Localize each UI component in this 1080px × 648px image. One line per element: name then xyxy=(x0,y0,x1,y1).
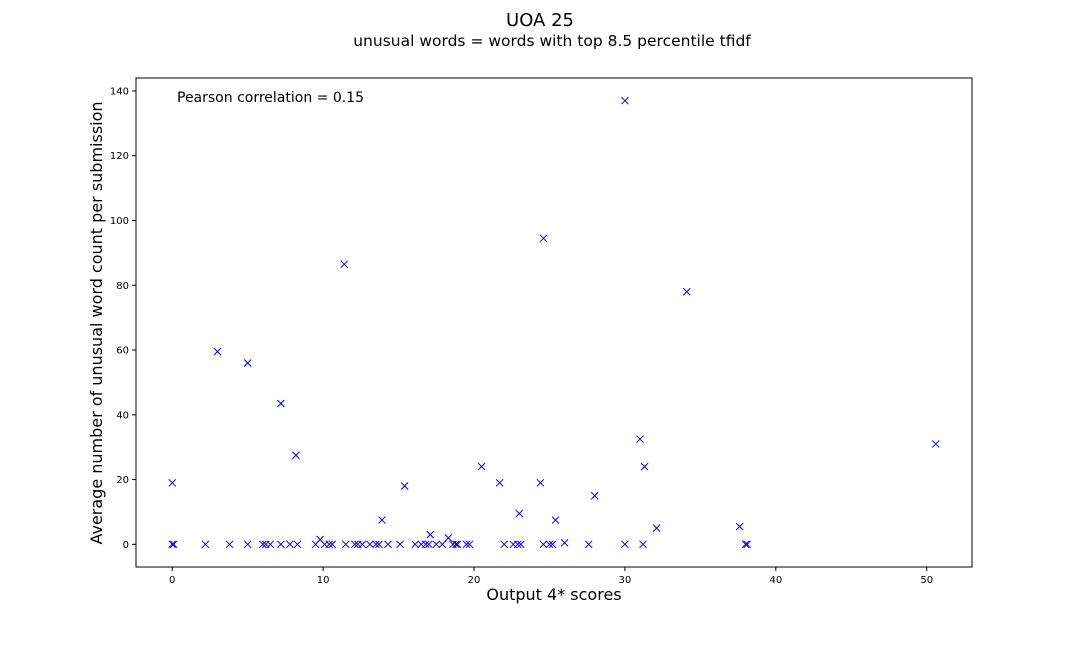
data-point xyxy=(636,435,644,443)
data-point xyxy=(341,540,350,549)
data-point xyxy=(168,478,177,487)
data-point xyxy=(266,540,275,549)
data-point xyxy=(328,540,337,549)
data-point xyxy=(292,451,300,460)
data-point xyxy=(931,440,940,448)
points-layer xyxy=(168,96,940,549)
data-point xyxy=(358,540,367,549)
data-point xyxy=(325,540,334,549)
data-point xyxy=(426,530,435,539)
data-point xyxy=(350,540,359,549)
y-axis-label: Average number of unusual word count per… xyxy=(87,101,106,544)
chart-title: UOA 25 xyxy=(506,10,574,31)
data-point xyxy=(452,540,460,549)
data-point xyxy=(168,540,177,549)
data-point xyxy=(495,478,504,487)
data-point xyxy=(536,478,545,487)
data-point xyxy=(258,540,267,549)
y-tick-label: 140 xyxy=(110,86,129,97)
data-point xyxy=(396,540,404,549)
data-point xyxy=(411,540,420,549)
data-point xyxy=(639,540,647,549)
data-point xyxy=(169,540,178,549)
y-tick-label: 100 xyxy=(110,216,129,227)
data-point xyxy=(551,516,560,524)
data-point xyxy=(384,540,392,549)
data-point xyxy=(621,540,629,549)
data-point xyxy=(293,540,302,549)
data-point xyxy=(735,522,744,531)
data-point xyxy=(421,540,430,549)
data-point xyxy=(277,540,285,549)
x-axis-label: Output 4* scores xyxy=(486,585,621,604)
data-point xyxy=(539,540,548,549)
data-point xyxy=(516,540,525,549)
data-point xyxy=(741,540,750,549)
data-point xyxy=(400,482,409,490)
data-point xyxy=(465,540,474,549)
data-point xyxy=(277,399,285,408)
data-point xyxy=(682,287,691,296)
data-point xyxy=(743,540,752,549)
x-tick-label: 10 xyxy=(317,575,330,586)
data-point xyxy=(243,359,252,367)
data-point xyxy=(513,540,522,549)
data-point xyxy=(548,540,557,549)
data-point xyxy=(539,234,548,243)
chart-subtitle: unusual words = words with top 8.5 perce… xyxy=(353,32,751,50)
pearson-annotation: Pearson correlation = 0.15 xyxy=(177,90,364,106)
y-tick-label: 120 xyxy=(110,151,129,162)
data-point xyxy=(640,462,649,471)
x-tick-label: 40 xyxy=(769,575,782,586)
y-tick-label: 80 xyxy=(116,281,129,292)
data-point xyxy=(372,540,380,549)
x-axis-ticks: 0 10 20 30 40 50 xyxy=(169,567,933,586)
data-point xyxy=(477,462,486,471)
y-tick-label: 60 xyxy=(116,346,129,357)
data-point xyxy=(225,540,234,549)
data-point xyxy=(432,540,441,549)
data-point xyxy=(560,538,569,547)
data-point xyxy=(584,540,593,549)
data-point xyxy=(378,516,386,524)
x-tick-label: 0 xyxy=(169,575,175,586)
plot-frame xyxy=(135,77,973,568)
x-tick-label: 50 xyxy=(920,575,933,586)
data-point xyxy=(340,260,349,269)
y-tick-label: 0 xyxy=(123,540,129,551)
data-point xyxy=(515,509,524,518)
data-point xyxy=(590,491,599,500)
data-point xyxy=(545,540,554,549)
data-point xyxy=(652,524,661,532)
data-point xyxy=(621,96,629,105)
data-point xyxy=(444,534,453,542)
data-point xyxy=(366,540,374,549)
x-tick-label: 30 xyxy=(619,575,632,586)
data-point xyxy=(438,540,447,549)
data-point xyxy=(462,540,471,549)
data-point xyxy=(213,347,222,356)
data-point xyxy=(201,540,210,549)
data-point xyxy=(375,540,383,549)
y-tick-label: 40 xyxy=(116,410,129,421)
y-axis-ticks: 0 20 40 60 80 100 120 140 xyxy=(110,86,136,551)
x-tick-label: 20 xyxy=(468,575,481,586)
data-point xyxy=(424,540,433,549)
data-point xyxy=(500,540,509,549)
y-tick-label: 20 xyxy=(116,475,129,486)
data-point xyxy=(453,540,462,549)
data-point xyxy=(243,540,252,549)
data-point xyxy=(286,540,294,549)
